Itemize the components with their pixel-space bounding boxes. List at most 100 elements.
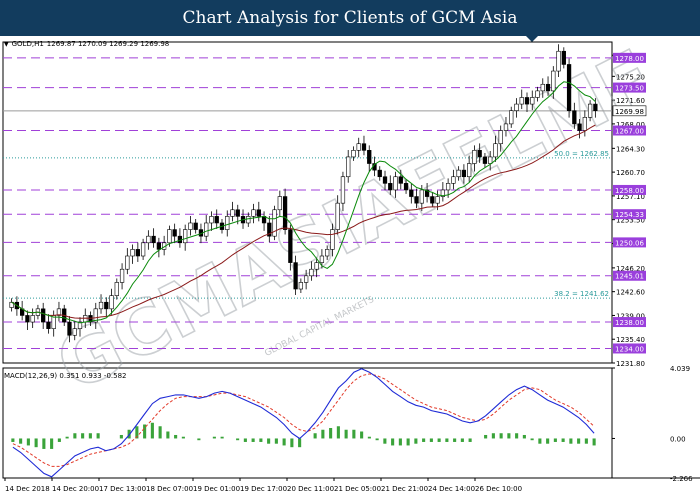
candle-body	[135, 249, 140, 257]
level-label-bg	[613, 209, 646, 220]
candle-body	[41, 308, 46, 323]
candle-body	[46, 321, 51, 329]
candle-body	[114, 282, 119, 296]
current-price-box	[612, 105, 647, 117]
candle-body	[151, 235, 156, 244]
level-label: 1278.00	[615, 55, 644, 63]
candle-body	[398, 176, 403, 184]
time-tick-label: 21 Dec 05:00	[334, 485, 381, 493]
chart-svg: 1278.401275.201271.601268.001264.301260.…	[2, 33, 700, 493]
candle-body	[319, 255, 325, 263]
candle-body	[509, 110, 514, 125]
level-label-bg	[613, 270, 646, 281]
chart-area: 1278.401275.201271.601268.001264.301260.…	[0, 33, 700, 500]
candle-body	[477, 150, 482, 158]
candle-body	[214, 216, 219, 224]
candle-body	[72, 328, 77, 336]
candle-body	[125, 255, 130, 270]
candle-body	[540, 83, 545, 92]
candle-body	[172, 229, 177, 237]
candle-body	[146, 235, 151, 244]
level-label: 1234.00	[615, 345, 644, 353]
price-tick-label: 1235.40	[616, 336, 645, 344]
candle-body	[593, 103, 598, 111]
candle-body	[445, 183, 451, 191]
time-tick-label: 26 Dec 10:00	[475, 485, 522, 493]
candle-body	[83, 315, 88, 323]
level-label: 1245.01	[615, 273, 644, 281]
candle-body	[330, 229, 335, 250]
candle-body	[93, 308, 98, 323]
candle-body	[356, 143, 361, 151]
candle-body	[430, 196, 435, 204]
candle-body	[435, 196, 440, 204]
candle-body	[293, 262, 298, 290]
macd-tick-label: 0.00	[670, 435, 686, 443]
candle-body	[561, 50, 566, 65]
level-label: 1254.33	[615, 211, 644, 219]
header-title: Chart Analysis for Clients of GCM Asia	[182, 8, 518, 28]
candle-body	[361, 143, 367, 151]
candle-body	[183, 229, 188, 244]
candle-body	[493, 143, 498, 158]
fib-label: 50.0 = 1262.85	[554, 150, 609, 158]
symbol-label: GOLD,H1	[11, 40, 44, 48]
current-price-label: 1269.98	[615, 108, 644, 116]
candle-body	[440, 189, 446, 197]
price-tick-label: 1275.20	[616, 73, 645, 81]
candle-body	[393, 176, 398, 191]
candle-body	[30, 315, 35, 323]
candle-body	[545, 83, 551, 92]
candle-body	[188, 222, 193, 230]
price-tick-label: 1246.20	[616, 265, 645, 273]
candle-body	[267, 222, 272, 237]
level-label-bg	[613, 343, 646, 354]
candle-body	[482, 156, 488, 164]
price-tick-label: 1271.60	[616, 97, 645, 105]
candles	[9, 44, 598, 343]
level-label: 1273.50	[615, 85, 644, 93]
candle-body	[388, 183, 393, 191]
candle-body	[456, 169, 461, 178]
candle-body	[130, 249, 135, 257]
candle-body	[467, 163, 472, 178]
macd-histogram	[11, 422, 596, 449]
level-label-bg	[613, 52, 646, 63]
level-label-bg	[613, 237, 646, 248]
candle-body	[209, 216, 214, 224]
candle-body	[424, 189, 430, 197]
price-tick-label: 1239.00	[616, 312, 645, 320]
candle-body	[140, 242, 146, 257]
macd-panel-frame	[2, 367, 613, 479]
price-tick-label: 1253.50	[616, 217, 645, 225]
time-tick-label: 21 Dec 21:00	[381, 485, 428, 493]
candle-body	[282, 196, 288, 230]
level-label: 1258.00	[615, 187, 644, 195]
chart-header: Chart Analysis for Clients of GCM Asia	[0, 0, 700, 42]
candle-body	[556, 50, 561, 72]
candle-body	[409, 189, 414, 197]
candle-body	[156, 242, 162, 250]
time-tick-label: 14 Dec 2018	[5, 485, 50, 493]
level-label-bg	[613, 82, 646, 93]
candle-body	[577, 123, 582, 131]
time-tick-label: 18 Dec 07:00	[146, 485, 193, 493]
price-tick-label: 1257.10	[616, 193, 645, 201]
candle-body	[25, 315, 30, 323]
candle-body	[98, 301, 104, 310]
candle-body	[56, 308, 62, 316]
candle-body	[340, 176, 346, 204]
level-label: 1267.00	[615, 128, 644, 136]
candle-body	[551, 70, 556, 92]
candle-body	[346, 156, 351, 178]
candle-body	[225, 216, 230, 230]
candle-body	[367, 150, 372, 164]
candle-body	[104, 301, 109, 310]
price-tick-label: 1231.80	[616, 360, 645, 368]
candle-body	[246, 216, 251, 224]
level-label: 1238.00	[615, 319, 644, 327]
candle-body	[277, 196, 282, 211]
candle-body	[272, 209, 277, 237]
dropdown-triangle-icon[interactable]: ▼	[4, 40, 9, 48]
candle-body	[314, 262, 319, 270]
